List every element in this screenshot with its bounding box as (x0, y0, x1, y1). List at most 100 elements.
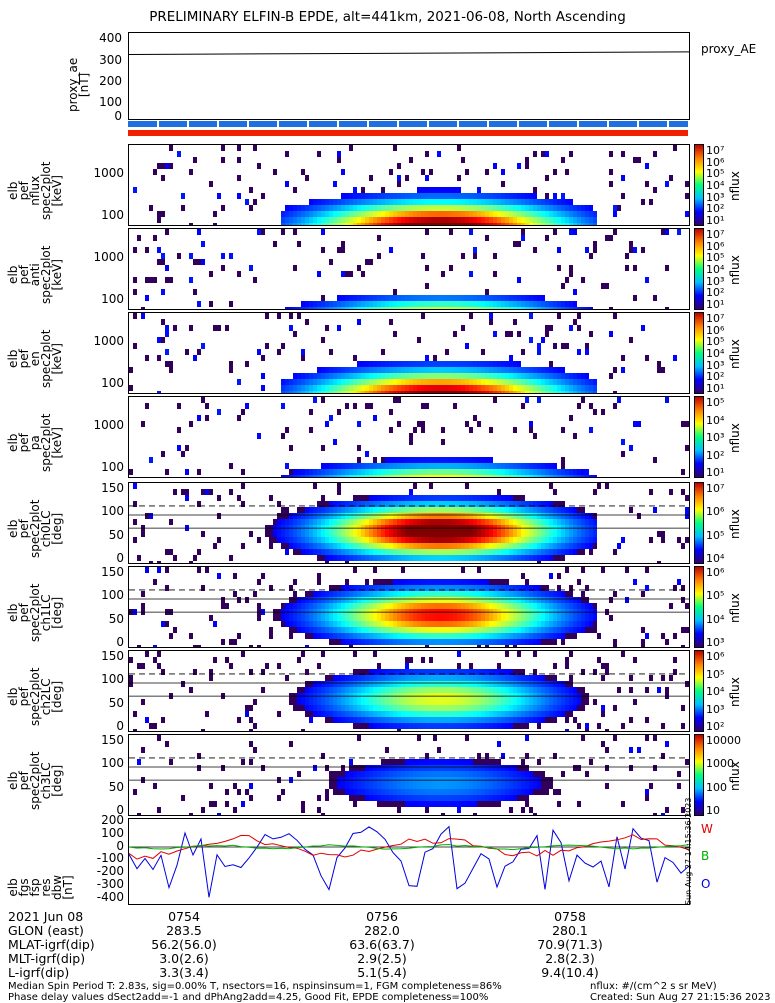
colorbar (694, 734, 704, 816)
y-tick: 50 (108, 527, 124, 542)
colorbar-unit: nflux (728, 171, 742, 201)
footer-value: 2.9(2.5) (357, 951, 407, 966)
timestamp-stamp: Sun Aug 27 14:15:36 2023 (684, 797, 693, 905)
phase-note: Phase delay values dSect2add=-1 and dPhA… (8, 992, 489, 1003)
spectrogram-pixels (129, 313, 677, 393)
colorbar-tick: 10⁴ (706, 612, 725, 626)
plot-title: PRELIMINARY ELFIN-B EPDE, alt=441km, 202… (149, 9, 626, 25)
spec-ylabel: elb pef pa spec2plot [keV] (6, 413, 64, 472)
colorbar-tick: 10² (706, 720, 725, 733)
proxy-ae-panel (128, 32, 690, 120)
colorbar-tick: 10⁵ (706, 251, 725, 265)
colorbar-unit: nflux (728, 761, 742, 791)
dbw-tick: -200 (96, 864, 124, 879)
colorbar-tick: 10⁷ (706, 144, 725, 157)
colorbar-unit: nflux (728, 339, 742, 369)
colorbar-tick: 10¹ (706, 298, 725, 311)
y-tick: 0 (116, 635, 124, 649)
spec-spectrogram-1 (128, 228, 690, 310)
dbw-ylabel: elb fgs fsp res dbw [nT] (6, 874, 75, 900)
y-tick: 50 (108, 779, 124, 794)
y-tick: 1000 (93, 333, 124, 348)
colorbar (694, 566, 704, 648)
colorbar-tick: 10⁴ (706, 552, 725, 565)
footer-value: 56.2(56.0) (151, 937, 217, 952)
colorbar-tick: 10⁶ (706, 239, 725, 253)
footer-value: 5.1(5.4) (357, 965, 407, 980)
spec-spectrogram-2 (128, 312, 690, 394)
pa-spectrogram-3 (128, 734, 690, 816)
y-tick: 150 (101, 481, 124, 495)
colorbar-tick: 10² (706, 286, 725, 300)
colorbar-tick: 10¹ (706, 382, 725, 395)
colorbar-tick: 10³ (706, 636, 725, 649)
dbw-panel (128, 818, 690, 905)
spectrogram-pixels (129, 397, 689, 477)
footer-value: 283.5 (166, 923, 202, 938)
colorbar-tick: 10⁷ (706, 228, 725, 241)
footer-label: L-igrf(dip) (8, 965, 70, 980)
y-tick: 100 (101, 504, 124, 519)
colorbar-tick: 10000 (706, 734, 741, 747)
orbit-indicator-bars (128, 121, 688, 136)
colorbar-tick: 10⁶ (706, 323, 725, 337)
dbw-tick: -100 (96, 851, 124, 866)
y-tick: 100 (101, 460, 124, 475)
y-tick: 100 (101, 756, 124, 771)
y-tick: 0 (116, 719, 124, 733)
y-tick: 50 (108, 695, 124, 710)
y-tick: 0 (116, 803, 124, 817)
pa-ylabel: elb pef spec2plot ch2LC [deg] (6, 667, 64, 726)
pa-ylabel: elb pef spec2plot ch0LC [deg] (6, 499, 64, 558)
proxy-ae-tick: 300 (99, 53, 122, 67)
legend-o: O (701, 877, 711, 891)
colorbar (694, 396, 704, 478)
dbw-tick: -300 (96, 877, 124, 891)
colorbar-unit: nflux (728, 255, 742, 285)
colorbar-tick: 10³ (706, 358, 725, 372)
spectrogram-pixels (133, 145, 689, 225)
colorbar-tick: 1000 (706, 757, 734, 771)
spec-spectrogram-0 (128, 144, 690, 226)
spectrogram-pixels (129, 483, 689, 563)
footer-label: 2021 Jun 08 (8, 909, 84, 924)
proxy-ae-tick: 400 (99, 31, 122, 45)
spectrogram-pixels (133, 229, 681, 309)
colorbar-unit: nflux (728, 509, 742, 539)
colorbar-tick: 10² (706, 370, 725, 384)
pa-spectrogram-2 (128, 650, 690, 732)
colorbar-tick: 10⁷ (706, 482, 725, 495)
y-tick: 100 (101, 208, 124, 223)
dbw-tick: 0 (116, 838, 124, 853)
colorbar-tick: 10⁴ (706, 263, 725, 276)
footer-label: MLT-igrf(dip) (8, 951, 86, 966)
colorbar-unit: nflux (728, 677, 742, 707)
footer-value: 0756 (366, 909, 398, 924)
colorbar (694, 228, 704, 310)
colorbar-tick: 10⁵ (706, 528, 725, 542)
colorbar-unit: nflux (728, 423, 742, 453)
colorbar-tick: 10⁶ (706, 505, 725, 519)
y-tick: 100 (101, 588, 124, 603)
colorbar-tick: 10⁴ (706, 179, 725, 192)
y-tick: 50 (108, 611, 124, 626)
dbw-lines (129, 825, 689, 898)
footer-value: 280.1 (552, 923, 588, 938)
spec-ylabel: elb pef anti spec2plot [keV] (6, 245, 64, 304)
colorbar-tick: 10⁵ (706, 335, 725, 349)
colorbar-unit: nflux (728, 593, 742, 623)
colorbar-tick: 10⁵ (706, 167, 725, 181)
colorbar-tick: 10¹ (706, 466, 725, 479)
dbw-tick: 200 (101, 813, 124, 827)
y-tick: 150 (101, 649, 124, 663)
spectrogram-pixels (129, 651, 689, 731)
legend-w: W (701, 822, 713, 836)
colorbar-tick: 10⁶ (706, 566, 725, 579)
footer-value: 0754 (168, 909, 200, 924)
colorbar-tick: 10³ (706, 274, 725, 288)
proxy-ae-tick: 100 (99, 95, 122, 109)
colorbar-tick: 10³ (706, 190, 725, 204)
colorbar-tick: 10⁵ (706, 667, 725, 681)
spectrogram-pixels (129, 567, 689, 647)
pa-spectrogram-1 (128, 566, 690, 648)
